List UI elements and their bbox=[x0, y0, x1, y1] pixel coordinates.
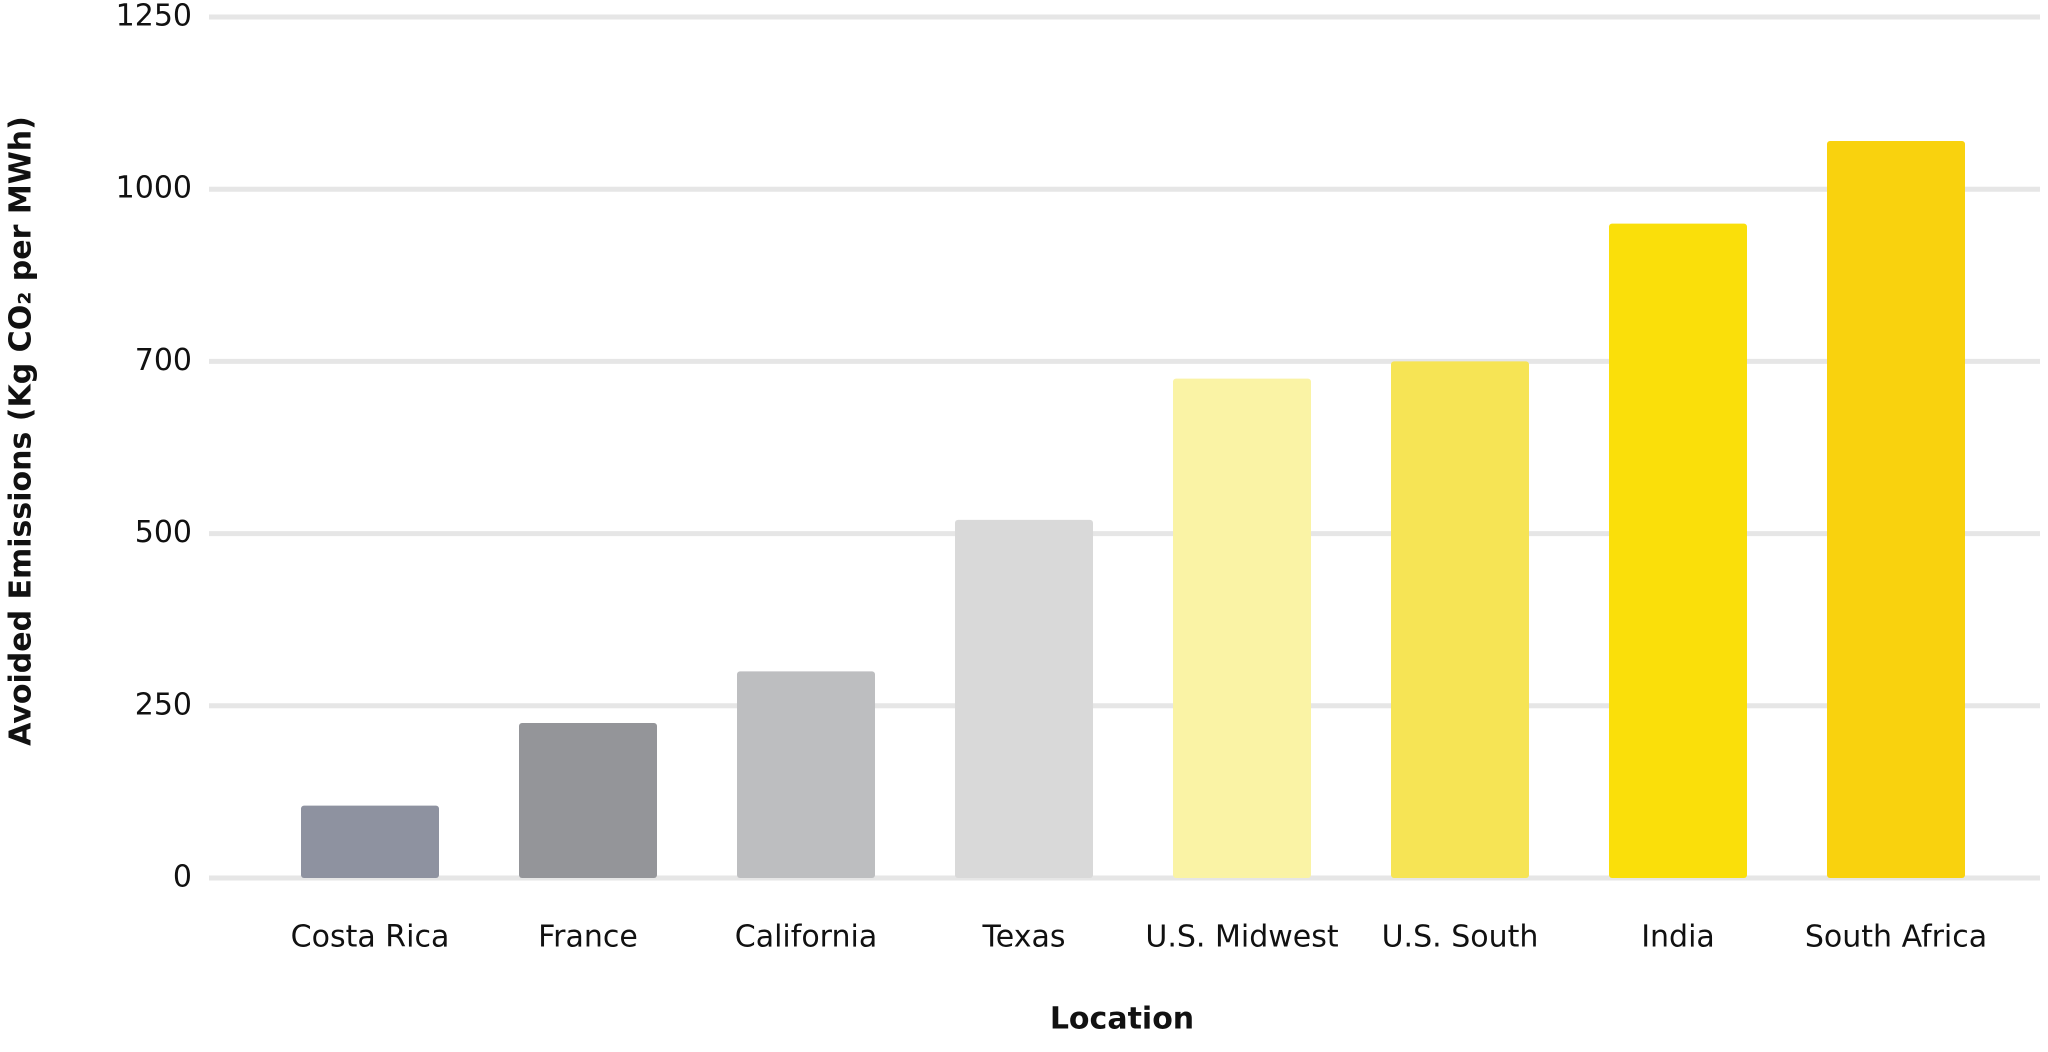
x-tick-label: U.S. South bbox=[1382, 920, 1539, 955]
x-tick-label: U.S. Midwest bbox=[1145, 920, 1338, 955]
y-axis-title: Avoided Emissions (Kg CO₂ per MWh) bbox=[4, 116, 39, 746]
bar bbox=[519, 723, 657, 878]
bar bbox=[1609, 223, 1747, 878]
bar bbox=[1173, 378, 1311, 878]
x-tick-label: France bbox=[538, 920, 638, 955]
x-tick-label: Costa Rica bbox=[291, 920, 450, 955]
bar bbox=[1827, 140, 1965, 878]
x-tick-label: California bbox=[735, 920, 877, 955]
x-tick-label: South Africa bbox=[1805, 920, 1987, 955]
bar bbox=[1391, 361, 1529, 878]
y-tick-label: 1000 bbox=[116, 171, 192, 206]
y-tick-label: 250 bbox=[135, 687, 192, 722]
x-axis-title: Location bbox=[1050, 1002, 1194, 1037]
y-tick-label: 1250 bbox=[116, 0, 192, 34]
bar bbox=[955, 519, 1093, 878]
x-tick-label: India bbox=[1641, 920, 1715, 955]
y-tick-label: 700 bbox=[135, 343, 192, 378]
bar bbox=[737, 671, 875, 878]
y-tick-label: 0 bbox=[173, 860, 192, 895]
bar bbox=[301, 805, 439, 878]
y-tick-label: 500 bbox=[135, 515, 192, 550]
x-tick-label: Texas bbox=[982, 920, 1066, 955]
